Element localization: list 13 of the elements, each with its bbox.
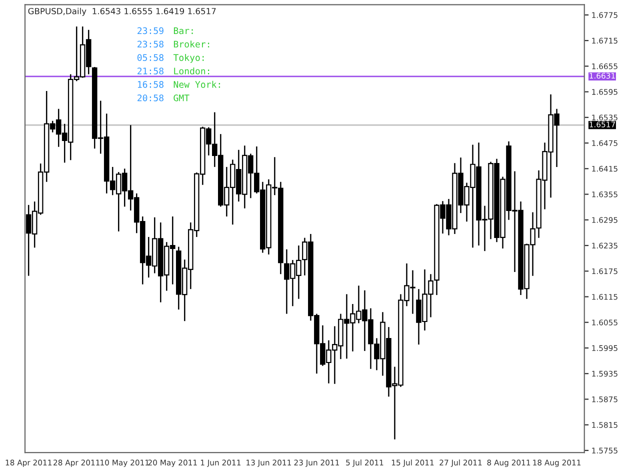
annotation: 16:58 [138, 81, 164, 88]
annotation: Bar: [174, 27, 193, 34]
annotation: 05:58 [137, 54, 164, 61]
annotation: GMT [174, 94, 190, 102]
annotation: Broker: [174, 40, 210, 48]
annotation: London: [174, 67, 210, 74]
annotation: 23:59 [138, 27, 164, 34]
annotation: 21:58 [138, 68, 164, 74]
chart-title: GBPUSD,Daily 1.6543 1.6555 1.6419 1.6517 [28, 8, 216, 16]
annotation: 23:58 [138, 40, 164, 48]
annotation: New York: [174, 80, 220, 88]
annotation: Tokyo: [173, 54, 204, 63]
annotation: 20:58 [138, 94, 164, 102]
